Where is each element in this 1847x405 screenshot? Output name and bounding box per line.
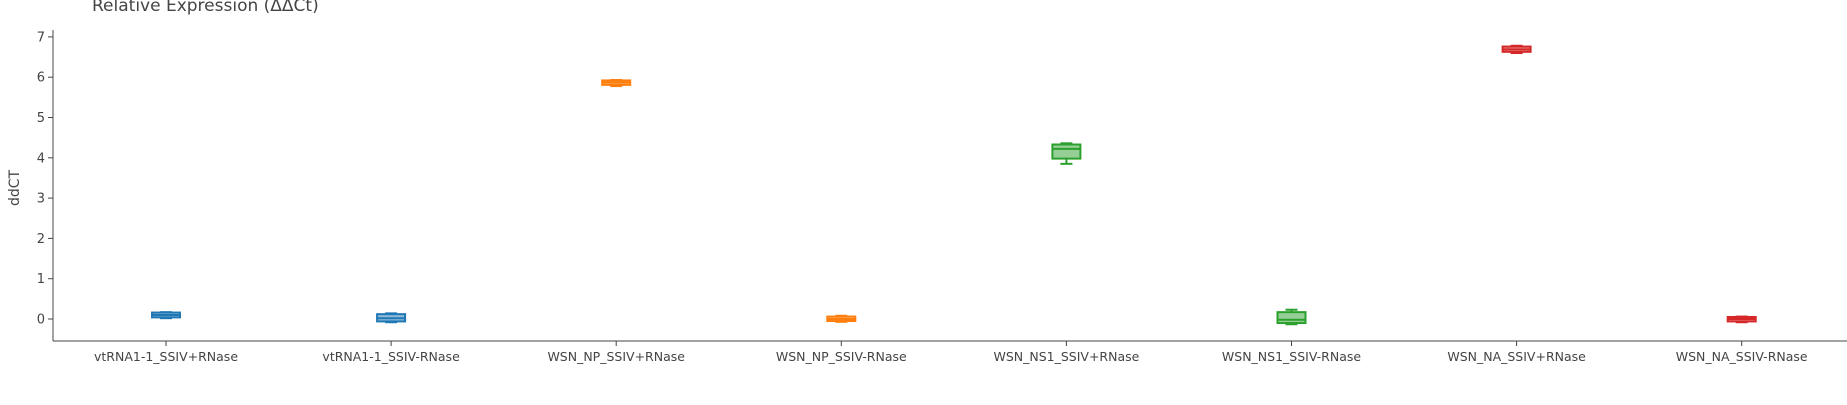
y-tick-label: 5 <box>37 111 45 126</box>
y-tick-label: 1 <box>37 272 45 287</box>
box-body <box>1051 143 1082 160</box>
x-tick-label: WSN_NA_SSIV-RNase <box>1676 349 1808 364</box>
y-tick-label: 4 <box>37 151 45 166</box>
y-axis-title: ddCT <box>7 170 23 207</box>
x-tick-label: WSN_NS1_SSIV-RNase <box>1222 349 1361 364</box>
box-5 <box>1276 308 1307 326</box>
x-tick-label: WSN_NP_SSIV-RNase <box>776 349 907 364</box>
box-6 <box>1501 44 1532 55</box>
x-tick-label: WSN_NA_SSIV+RNase <box>1447 349 1586 364</box>
y-tick-label: 6 <box>37 71 45 86</box>
box-2 <box>601 79 632 88</box>
box-4 <box>1051 142 1082 165</box>
box-0 <box>151 311 181 320</box>
y-tick-label: 2 <box>37 232 45 247</box>
box-body <box>1276 311 1307 325</box>
x-tick-label: WSN_NS1_SSIV+RNase <box>993 349 1139 364</box>
x-tick-label: vtRNA1-1_SSIV-RNase <box>322 349 460 364</box>
box-7 <box>1726 315 1757 324</box>
x-tick-label: WSN_NP_SSIV+RNase <box>547 349 685 364</box>
box-3 <box>826 314 857 323</box>
x-tick-label: vtRNA1-1_SSIV+RNase <box>94 349 238 364</box>
box-1 <box>376 312 407 324</box>
y-tick-label: 7 <box>37 30 45 45</box>
y-tick-label: 0 <box>37 313 45 328</box>
axes: 0 1 2 3 4 5 6 7 vtRNA1-1_SSIV+RNase vtRNA1-1_SSIV… <box>37 30 1847 364</box>
chart-title: Relative Expression (ΔΔCt) <box>92 0 319 16</box>
y-tick-label: 3 <box>37 192 45 207</box>
box-series <box>151 44 1757 326</box>
